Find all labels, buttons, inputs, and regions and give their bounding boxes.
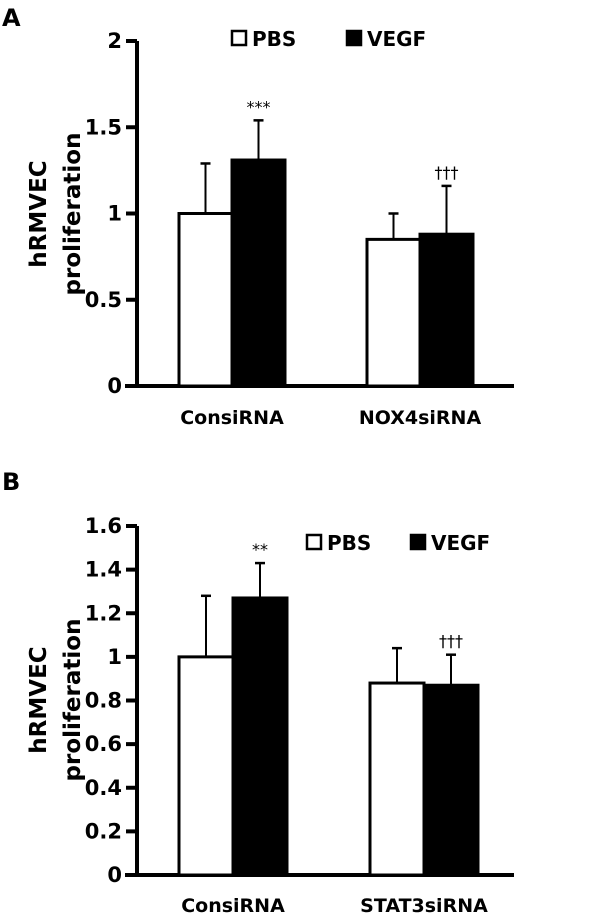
y-tick-label: 1 xyxy=(107,645,122,669)
legend-swatch-vegf xyxy=(345,29,363,47)
significance-annotation: ** xyxy=(252,540,268,559)
y-tick-label: 0.6 xyxy=(85,732,122,756)
legend-label-pbs: PBS xyxy=(252,27,296,51)
y-tick-label: 1.5 xyxy=(85,115,122,139)
legend: PBS VEGF xyxy=(305,531,490,555)
y-tick-label: 0.2 xyxy=(85,819,122,843)
x-tick-label: STAT3siRNA xyxy=(360,895,488,917)
panel-letter: B xyxy=(2,468,20,496)
y-axis-label: hRMVEC xyxy=(26,646,52,753)
y-tick-label: 0.8 xyxy=(85,689,122,713)
bar-vegf-stat3sirna xyxy=(422,683,480,877)
bar-pbs-stat3sirna xyxy=(368,681,426,877)
y-tick-label: 2 xyxy=(107,29,122,53)
legend-swatch-vegf xyxy=(409,533,427,551)
y-axis-label: hRMVEC xyxy=(26,160,52,267)
bar-vegf-nox4sirna xyxy=(418,232,475,388)
y-tick-label: 1.2 xyxy=(85,601,122,625)
legend-label-vegf: VEGF xyxy=(431,531,490,555)
bar-pbs-consirna xyxy=(177,212,234,388)
panel-letter: A xyxy=(2,4,21,32)
x-tick-label: NOX4siRNA xyxy=(359,407,482,429)
bar-pbs-nox4sirna xyxy=(365,237,422,388)
bar-pbs-consirna xyxy=(177,655,235,877)
significance-annotation: *** xyxy=(247,97,271,116)
y-tick-label: 1.4 xyxy=(85,558,122,582)
legend: PBS VEGF xyxy=(230,27,426,51)
y-axis-label: proliferation xyxy=(60,133,86,296)
y-tick-label: 0 xyxy=(107,863,122,887)
significance-annotation: ††† xyxy=(435,163,459,182)
legend-swatch-pbs xyxy=(305,533,323,551)
y-tick-label: 1 xyxy=(107,202,122,226)
legend-label-pbs: PBS xyxy=(327,531,371,555)
legend-label-vegf: VEGF xyxy=(367,27,426,51)
legend-swatch-pbs xyxy=(230,29,248,47)
bar-vegf-consirna xyxy=(230,158,287,388)
y-tick-label: 1.6 xyxy=(85,514,122,538)
y-tick-label: 0.4 xyxy=(85,776,122,800)
bar-vegf-consirna xyxy=(231,596,289,877)
significance-annotation: ††† xyxy=(439,632,463,651)
x-tick-label: ConsiRNA xyxy=(180,407,284,429)
x-tick-label: ConsiRNA xyxy=(181,895,285,917)
y-tick-label: 0 xyxy=(107,374,122,398)
y-axis-label: proliferation xyxy=(60,619,86,782)
y-tick-label: 0.5 xyxy=(85,288,122,312)
